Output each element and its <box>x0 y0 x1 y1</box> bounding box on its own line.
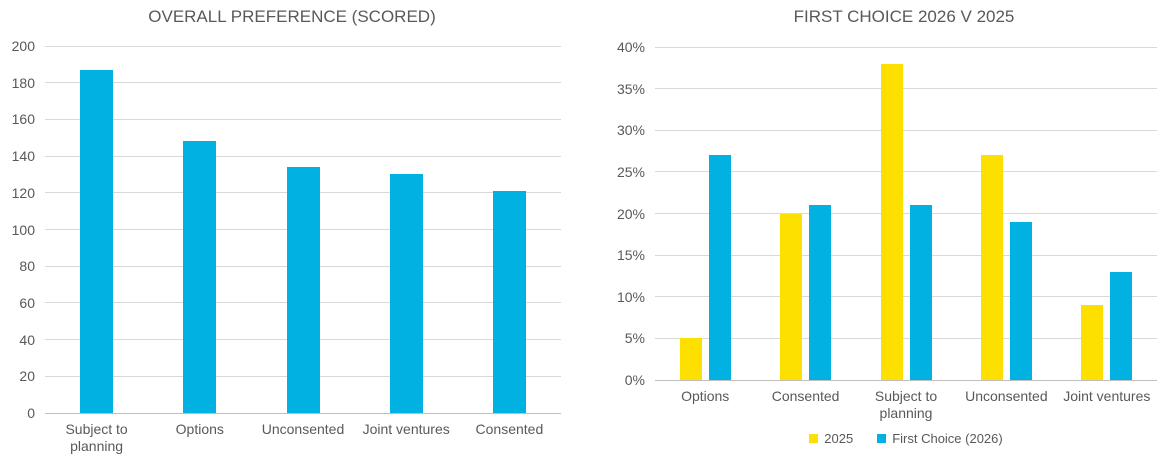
legend-item-2025: 2025 <box>809 431 853 446</box>
gridline <box>45 45 561 47</box>
chart-overall-preference: OVERALL PREFERENCE (SCORED) 0 20 40 60 80 100… <box>11 7 561 454</box>
plot-area: 0 20 40 60 80 100 120 140 160 180 200 Subject to pl… <box>11 38 561 454</box>
y-tick-label: 0 <box>27 405 35 421</box>
gridline <box>655 254 1157 256</box>
x-category-label: Options <box>681 388 730 404</box>
gridline <box>45 155 561 157</box>
chart-title: FIRST CHOICE 2026 V 2025 <box>793 7 1015 26</box>
bar-options-first-choice-2026 <box>708 155 731 380</box>
gridline <box>45 118 561 120</box>
x-category-label: Consented <box>475 421 544 437</box>
bar-joint-ventures-2025 <box>1081 305 1104 380</box>
x-category-label: Unconsented <box>261 421 345 437</box>
y-tick-label: 5% <box>624 330 645 347</box>
y-tick-label: 40 <box>19 331 35 348</box>
x-category-label: Options <box>175 421 224 437</box>
y-tick-label: 35% <box>616 80 645 97</box>
bar-joint-ventures-first-choice-2026 <box>1110 271 1133 380</box>
bar-unconsented-2025 <box>980 155 1003 380</box>
bar-consented-first-choice-2026 <box>809 205 832 380</box>
legend: 2025 First Choice (2026) <box>655 431 1157 446</box>
y-tick-label: 160 <box>11 111 35 128</box>
y-tick-label: 10% <box>616 288 645 305</box>
bar-options-2025 <box>679 338 702 380</box>
chart-first-choice: FIRST CHOICE 2026 V 2025 0% 5% 10% 15% 20% 25… <box>584 0 1168 462</box>
gridline <box>45 82 561 84</box>
legend-label: 2025 <box>824 431 854 446</box>
bar-subject-to-planning-2025 <box>880 63 903 380</box>
legend-swatch-yellow <box>809 434 819 443</box>
bar-consented <box>492 190 526 413</box>
x-axis-line <box>45 412 561 414</box>
bar-unconsented-first-choice-2026 <box>1009 221 1032 380</box>
gridline <box>655 46 1157 48</box>
gridline <box>655 129 1157 131</box>
y-tick-label: 30% <box>616 122 645 139</box>
gridline <box>655 296 1157 298</box>
y-tick-label: 0% <box>624 372 645 388</box>
gridline <box>655 337 1157 339</box>
gridline <box>655 213 1157 214</box>
legend-label: First Choice (2026) <box>892 431 1003 446</box>
x-category-label: Joint ventures <box>1063 388 1151 404</box>
y-tick-label: 100 <box>11 221 35 238</box>
x-category-label: Subject to planning <box>874 388 938 421</box>
x-axis-line <box>655 379 1157 381</box>
y-tick-label: 80 <box>19 258 35 275</box>
plot-area: 0% 5% 10% 15% 20% 25% 30% 35% 40% Options Consente… <box>584 0 1168 462</box>
x-category-label: Consented <box>771 388 840 404</box>
y-tick-label: 60 <box>19 294 35 311</box>
bar-subject-to-planning <box>80 69 114 413</box>
gridline <box>655 88 1157 90</box>
y-tick-label: 180 <box>11 74 35 91</box>
y-tick-label: 40% <box>616 39 645 55</box>
legend-swatch-blue <box>877 434 887 443</box>
x-category-label: Unconsented <box>965 388 1048 404</box>
bar-unconsented <box>286 167 320 413</box>
y-tick-label: 200 <box>11 38 35 54</box>
y-tick-label: 15% <box>616 247 645 264</box>
gridline <box>655 171 1157 173</box>
chart-title: OVERALL PREFERENCE (SCORED) <box>148 7 436 26</box>
y-tick-label: 20 <box>19 368 35 385</box>
y-tick-label: 25% <box>616 163 645 180</box>
y-tick-label: 140 <box>11 148 35 165</box>
legend-item-first-choice-2026: First Choice (2026) <box>877 431 1003 446</box>
y-tick-label: 20% <box>616 205 645 222</box>
x-category-label: Subject to planning <box>65 421 128 454</box>
y-tick-label: 120 <box>11 184 35 201</box>
bar-joint-ventures <box>389 174 423 413</box>
bar-options <box>183 141 217 413</box>
x-category-label: Joint ventures <box>362 421 450 437</box>
bar-subject-to-planning-first-choice-2026 <box>909 205 932 380</box>
bar-consented-2025 <box>780 213 803 380</box>
